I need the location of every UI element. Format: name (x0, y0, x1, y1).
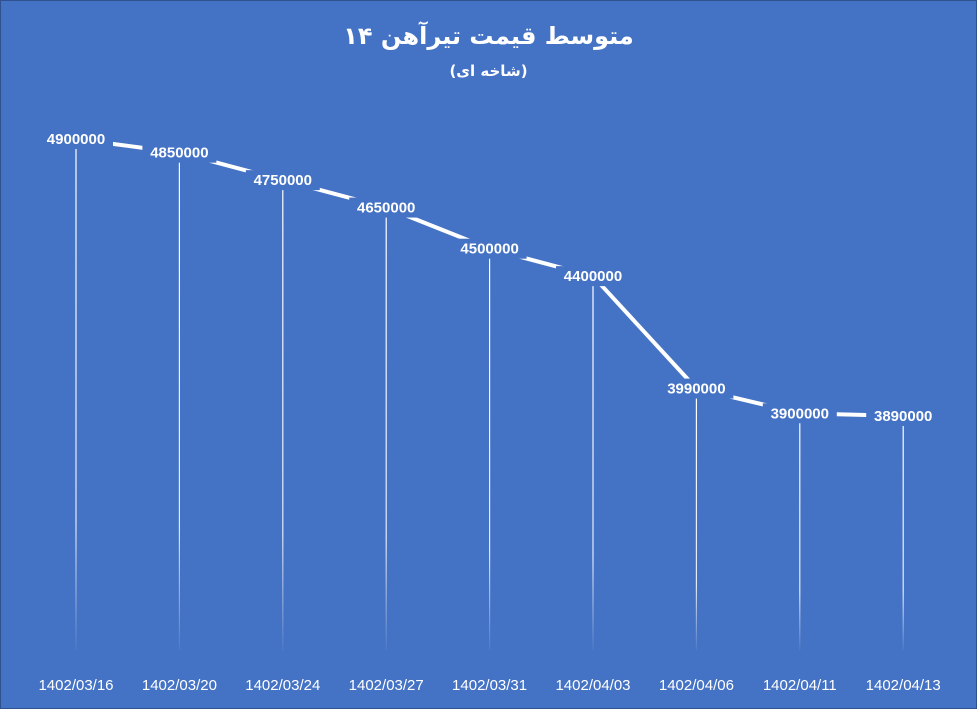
data-label: 4650000 (357, 200, 415, 217)
x-tick-label: 1402/04/11 (763, 677, 837, 694)
data-label-background (556, 266, 630, 287)
data-label: 3900000 (771, 405, 829, 422)
drop-line (385, 207, 387, 650)
data-label-background (39, 129, 113, 149)
data-label: 4500000 (460, 241, 518, 258)
drop-line (178, 152, 180, 650)
x-tick-label: 1402/03/16 (38, 677, 113, 694)
x-tick-label: 1402/03/31 (452, 677, 527, 694)
drop-line (592, 276, 594, 650)
data-label-background (866, 406, 941, 426)
series-line-segment (596, 280, 693, 385)
data-label-background (142, 142, 217, 163)
chart-title: متوسط قیمت تیرآهن ۱۴ (343, 22, 634, 50)
x-tick-label: 1402/04/06 (659, 677, 734, 694)
x-tick-label: 1402/04/03 (555, 677, 630, 694)
x-tick-label: 1402/03/20 (142, 677, 217, 694)
data-label: 4850000 (150, 145, 208, 162)
drop-line (489, 248, 491, 650)
data-label-background (245, 170, 320, 191)
data-label: 4900000 (47, 131, 105, 148)
x-tick-label: 1402/04/13 (866, 677, 941, 694)
drop-line (695, 388, 697, 650)
drop-line (902, 416, 904, 650)
data-label: 4750000 (254, 172, 312, 189)
x-tick-label: 1402/03/24 (245, 677, 320, 694)
chart-subtitle: (شاخه ای) (449, 62, 528, 80)
data-label: 3890000 (874, 408, 932, 425)
x-tick-label: 1402/03/27 (349, 677, 424, 694)
drop-line (75, 139, 77, 650)
data-label: 3990000 (667, 381, 725, 398)
drop-line (282, 180, 284, 650)
data-label-background (762, 403, 837, 424)
data-label: 4400000 (564, 268, 622, 285)
drop-line (799, 413, 801, 650)
data-label-background (659, 378, 734, 399)
data-label-background (452, 238, 527, 259)
series-line-segment (398, 211, 478, 246)
data-label-background (349, 197, 424, 218)
